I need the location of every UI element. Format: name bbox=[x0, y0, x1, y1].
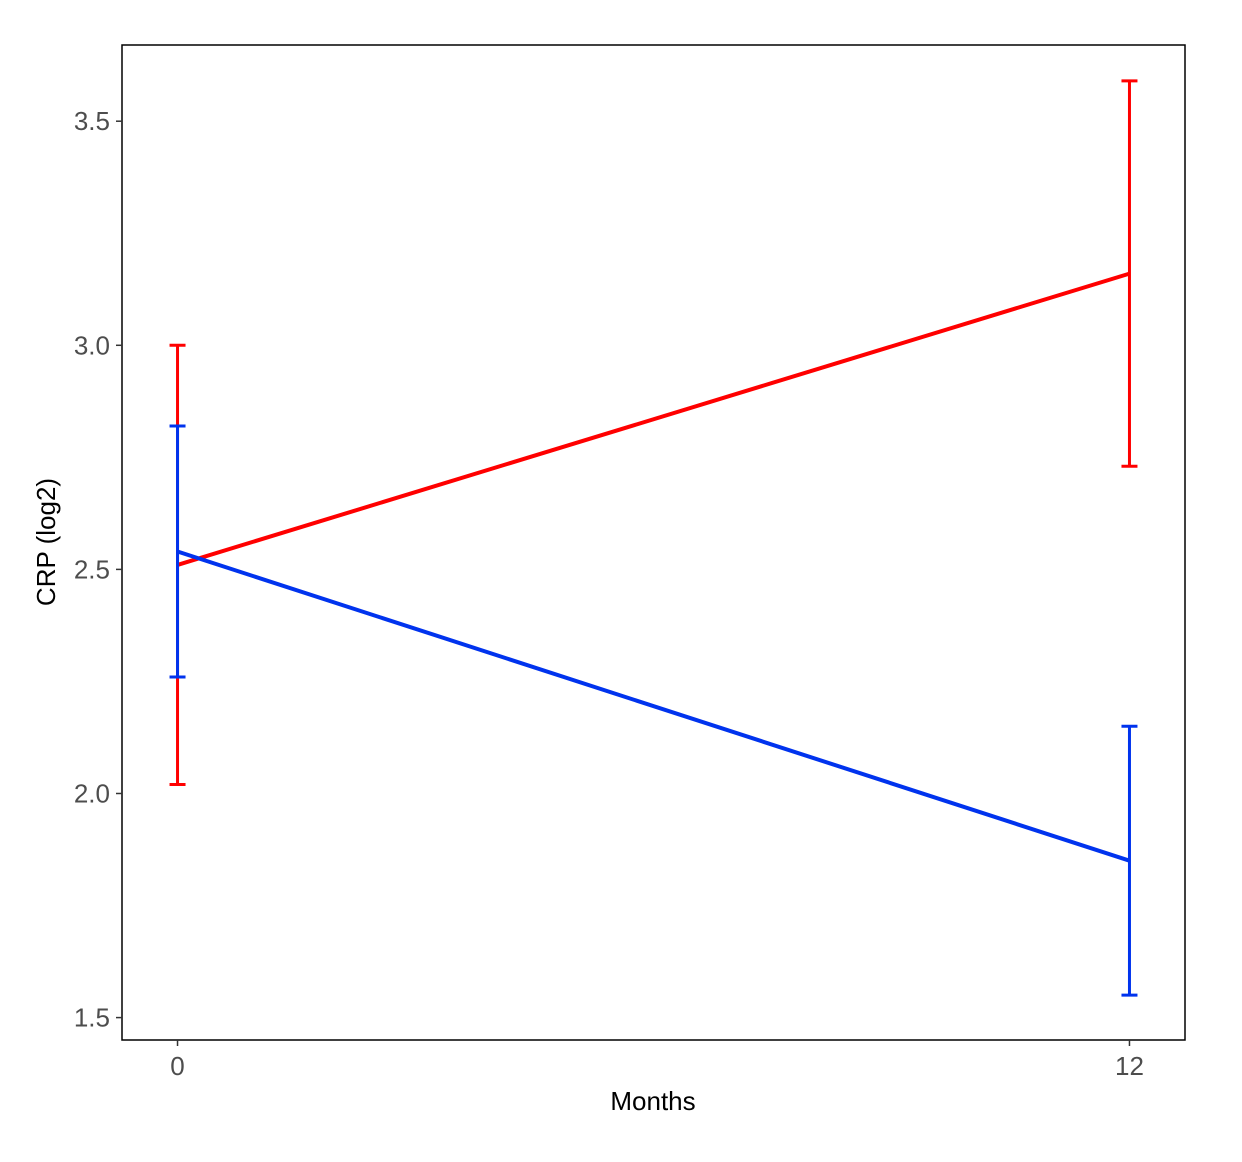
series-line-0 bbox=[176, 271, 1131, 567]
y-tick-label-1: 2.0 bbox=[74, 778, 110, 808]
y-tick-label-0: 1.5 bbox=[74, 1003, 110, 1033]
series-line-1 bbox=[176, 549, 1131, 863]
x-tick-label-1: 12 bbox=[1115, 1051, 1144, 1081]
series-marks bbox=[169, 79, 1138, 997]
y-tick-label-3: 3.0 bbox=[74, 330, 110, 360]
plot-panel bbox=[121, 44, 1186, 1041]
x-axis: 0 12 bbox=[170, 1040, 1144, 1081]
y-axis: 1.5 2.0 2.5 3.0 3.5 bbox=[74, 106, 122, 1033]
x-axis-title: Months bbox=[610, 1086, 695, 1116]
y-axis-title: CRP (log2) bbox=[31, 478, 61, 606]
x-tick-label-0: 0 bbox=[170, 1051, 184, 1081]
y-tick-label-4: 3.5 bbox=[74, 106, 110, 136]
y-tick-label-2: 2.5 bbox=[74, 554, 110, 584]
